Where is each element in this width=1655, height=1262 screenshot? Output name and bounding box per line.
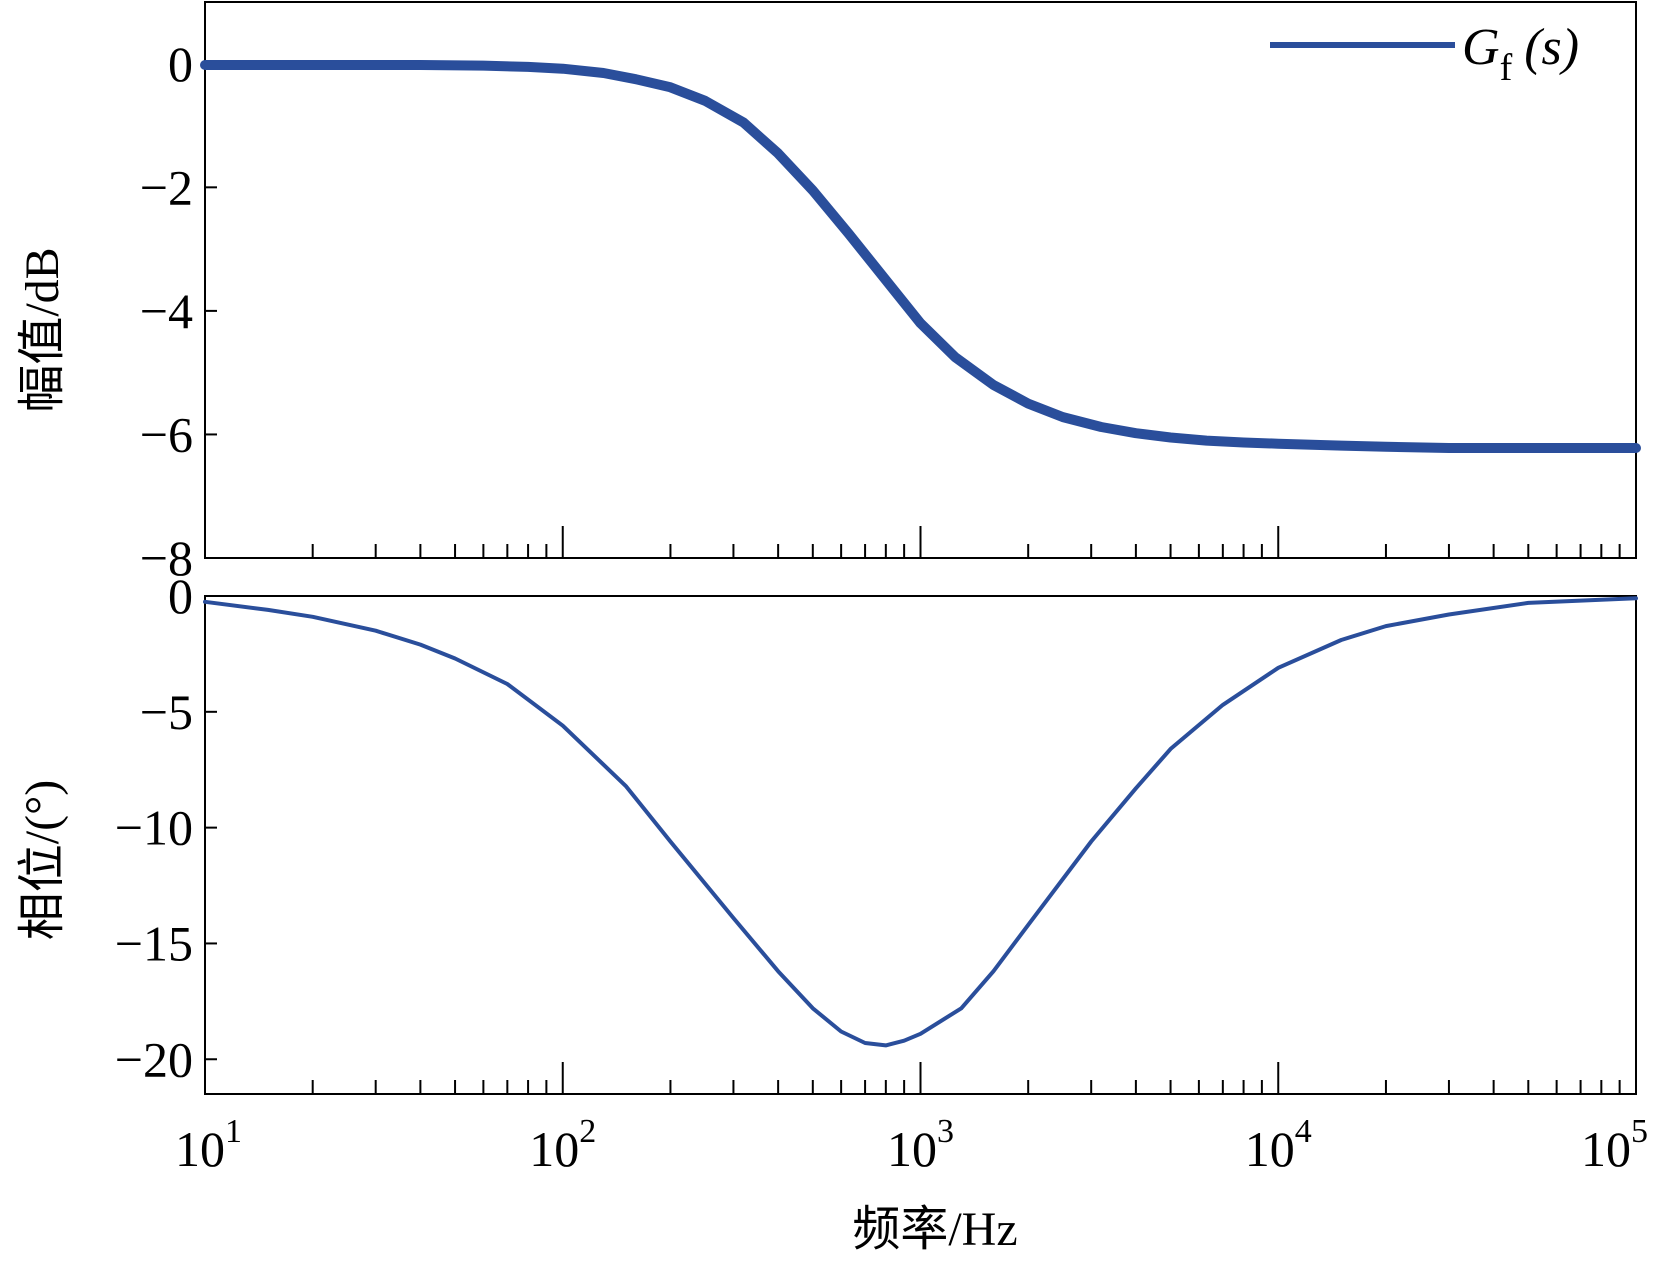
legend-label-argument: (s)	[1524, 19, 1579, 76]
magnitude-y-tick-label: −8	[140, 530, 193, 586]
phase-y-tick-label: −15	[115, 915, 193, 971]
magnitude-y-tick-label: −6	[140, 406, 193, 462]
x-tick-label: 101	[175, 1113, 242, 1177]
magnitude-series-line	[200, 60, 1641, 453]
magnitude-y-axis-label: 幅值/dB	[16, 247, 69, 412]
magnitude-x-ticks	[204, 526, 1621, 558]
x-tick-label: 102	[529, 1113, 596, 1177]
phase-plot-frame	[204, 595, 1637, 1095]
legend-label: Gf (s)	[1462, 19, 1579, 89]
phase-y-tick-label: −10	[115, 800, 193, 856]
phase-y-ticks: 0 −5 −10 −15 −20	[115, 568, 217, 1087]
phase-x-ticks: 101 102 103 104 105	[175, 1062, 1648, 1177]
phase-y-tick-label: −20	[115, 1031, 193, 1087]
phase-y-axis-label: 相位/(°)	[16, 780, 69, 941]
legend-label-subscript: f	[1500, 47, 1513, 89]
phase-panel: 0 −5 −10 −15 −20 101 102 103 104 105 相位/(°) 频率/H…	[16, 568, 1648, 1256]
magnitude-panel: 0−2−4−6−8 Gf (s) 幅值/dB	[16, 1, 1641, 586]
x-tick-label: 105	[1581, 1113, 1648, 1177]
magnitude-y-tick-label: 0	[168, 36, 193, 92]
x-tick-label: 103	[887, 1113, 954, 1177]
phase-y-tick-label: 0	[168, 568, 193, 624]
phase-y-tick-label: −5	[140, 684, 193, 740]
magnitude-y-tick-label: −4	[140, 283, 193, 339]
x-axis-label: 频率/Hz	[852, 1203, 1017, 1256]
legend: Gf (s)	[1270, 19, 1579, 89]
magnitude-y-tick-label: −2	[140, 159, 193, 215]
x-tick-label: 104	[1245, 1113, 1312, 1177]
phase-series-line	[203, 596, 1638, 1048]
magnitude-y-ticks: 0 −2 −4 −6 −8	[140, 36, 217, 586]
magnitude-plot-frame	[204, 1, 1637, 559]
